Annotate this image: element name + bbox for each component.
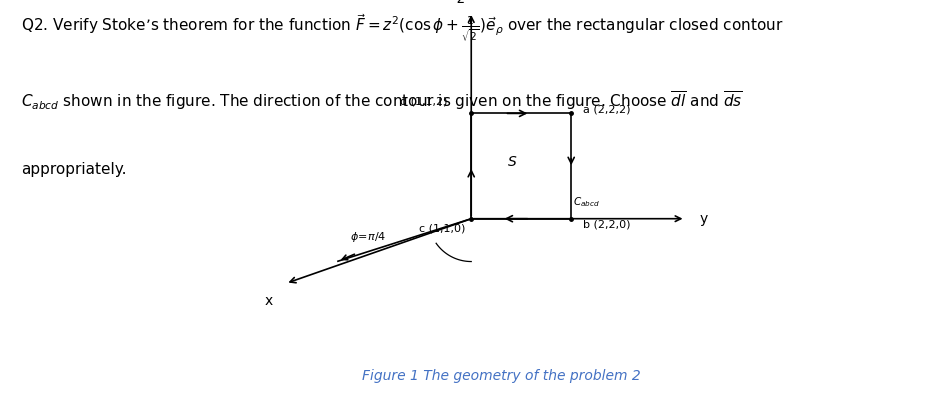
Text: a (2,2,2): a (2,2,2): [583, 104, 630, 114]
Text: S: S: [507, 155, 517, 169]
Text: Figure 1 The geometry of the problem 2: Figure 1 The geometry of the problem 2: [362, 369, 641, 383]
Text: y: y: [700, 212, 708, 226]
Text: c (1,1,0): c (1,1,0): [419, 224, 466, 234]
Text: z: z: [456, 0, 464, 6]
Text: x: x: [265, 294, 272, 308]
Text: $C_{abcd}$ shown in the figure. The direction of the contour is given on the fig: $C_{abcd}$ shown in the figure. The dire…: [21, 89, 743, 112]
Text: Q2. Verify Stoke’s theorem for the function $\vec{F} = z^2(\cos\phi + \frac{1}{\: Q2. Verify Stoke’s theorem for the funct…: [21, 12, 783, 43]
Text: appropriately.: appropriately.: [21, 162, 127, 177]
Text: b (2,2,0): b (2,2,0): [583, 220, 630, 230]
Text: $C_{abcd}$: $C_{abcd}$: [573, 196, 600, 209]
Text: $\phi\!=\!\pi/4$: $\phi\!=\!\pi/4$: [350, 230, 387, 244]
Text: d (1,1,2): d (1,1,2): [400, 96, 447, 106]
